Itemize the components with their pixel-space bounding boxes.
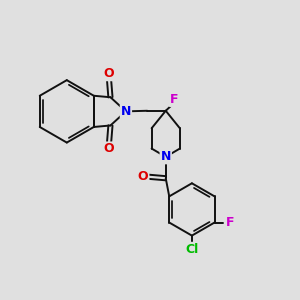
Text: O: O — [138, 170, 148, 183]
Text: O: O — [104, 142, 114, 155]
Text: O: O — [104, 67, 114, 80]
Text: F: F — [226, 216, 234, 229]
Text: N: N — [121, 105, 131, 118]
Text: F: F — [170, 93, 178, 106]
Text: Cl: Cl — [185, 243, 199, 256]
Text: N: N — [160, 150, 171, 163]
